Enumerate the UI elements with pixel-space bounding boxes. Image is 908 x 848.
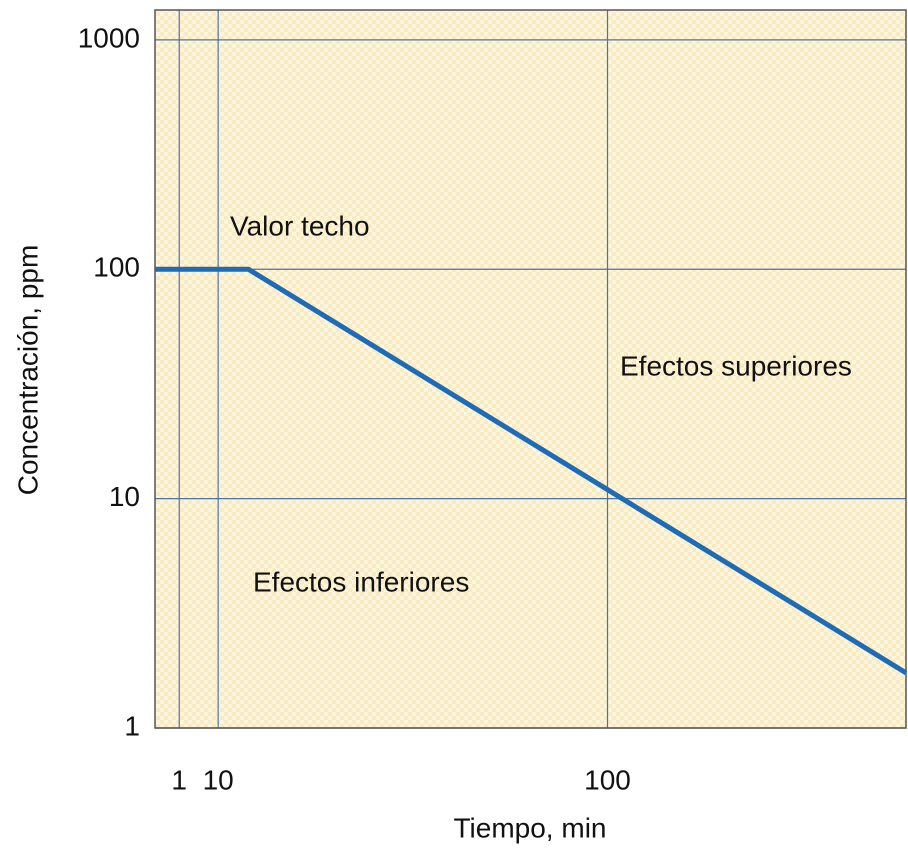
y-axis-title: Concentración, ppm [12,245,43,496]
x-axis-title: Tiempo, min [453,812,606,843]
annotation: Efectos superiores [620,350,852,381]
y-tick-label: 1000 [78,22,140,53]
y-tick-label: 1 [124,710,140,741]
plot-border [154,9,907,729]
x-tick-label: 10 [203,764,234,795]
annotation: Efectos inferiores [253,566,469,597]
y-tick-label: 10 [109,481,140,512]
annotation: Valor techo [230,210,370,241]
y-tick-label: 100 [93,252,140,283]
plot-area [155,10,906,728]
x-tick-label: 1 [171,764,187,795]
x-tick-label: 100 [584,764,631,795]
data-line [155,266,908,675]
